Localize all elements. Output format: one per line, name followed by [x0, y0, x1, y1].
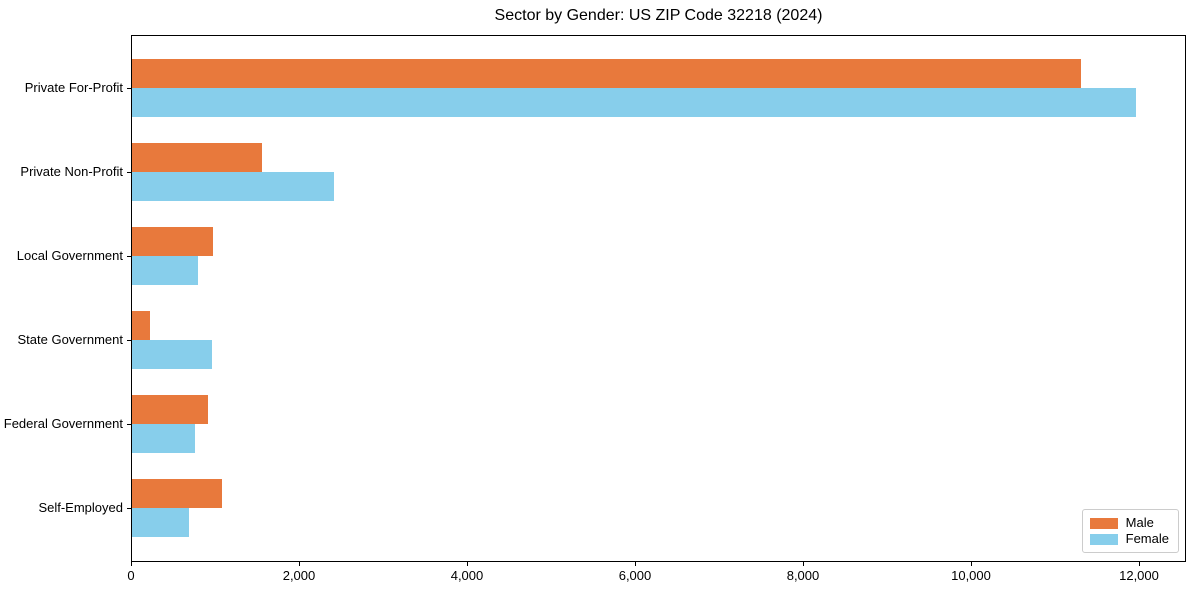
bar-female-3 — [132, 340, 212, 369]
bar-female-4 — [132, 424, 195, 453]
y-tick-mark-4 — [127, 424, 131, 425]
bar-female-2 — [132, 256, 198, 285]
y-tick-mark-0 — [127, 88, 131, 89]
y-category-label-1: Private Non-Profit — [20, 164, 123, 179]
bar-male-3 — [132, 311, 150, 340]
x-tick-mark-1 — [299, 562, 300, 566]
plot-area: Male Female — [131, 35, 1186, 562]
bar-male-1 — [132, 143, 262, 172]
bar-female-5 — [132, 508, 189, 537]
y-category-label-2: Local Government — [16, 248, 123, 263]
bar-male-0 — [132, 59, 1081, 88]
x-tick-mark-0 — [131, 562, 132, 566]
y-tick-mark-2 — [127, 256, 131, 257]
y-category-label-3: State Government — [17, 332, 124, 347]
y-category-label-0: Private For-Profit — [24, 80, 123, 95]
x-tick-mark-3 — [635, 562, 636, 566]
x-tick-mark-2 — [467, 562, 468, 566]
x-tick-label-3: 6,000 — [618, 568, 652, 583]
x-tick-mark-6 — [1139, 562, 1140, 566]
x-tick-label-0: 0 — [127, 568, 135, 583]
bar-male-2 — [132, 227, 213, 256]
legend-item-male: Male — [1089, 515, 1169, 531]
legend-swatch-female — [1089, 533, 1118, 545]
x-tick-mark-4 — [803, 562, 804, 566]
x-tick-label-1: 2,000 — [282, 568, 316, 583]
x-tick-mark-5 — [971, 562, 972, 566]
x-tick-label-6: 12,000 — [1119, 568, 1159, 583]
legend-label-female: Female — [1125, 531, 1169, 546]
y-category-label-4: Federal Government — [3, 416, 123, 431]
y-tick-mark-3 — [127, 340, 131, 341]
y-tick-mark-1 — [127, 172, 131, 173]
legend-label-male: Male — [1125, 515, 1154, 530]
bar-male-4 — [132, 395, 208, 424]
x-tick-label-5: 10,000 — [951, 568, 991, 583]
x-tick-label-2: 4,000 — [450, 568, 484, 583]
bar-male-5 — [132, 479, 222, 508]
bar-female-1 — [132, 172, 334, 201]
legend-item-female: Female — [1089, 531, 1169, 547]
x-tick-label-4: 8,000 — [786, 568, 820, 583]
y-tick-mark-5 — [127, 508, 131, 509]
legend: Male Female — [1081, 509, 1179, 553]
chart-title: Sector by Gender: US ZIP Code 32218 (202… — [494, 7, 823, 24]
legend-swatch-male — [1089, 517, 1118, 529]
y-category-label-5: Self-Employed — [38, 500, 123, 515]
bar-female-0 — [132, 88, 1136, 117]
